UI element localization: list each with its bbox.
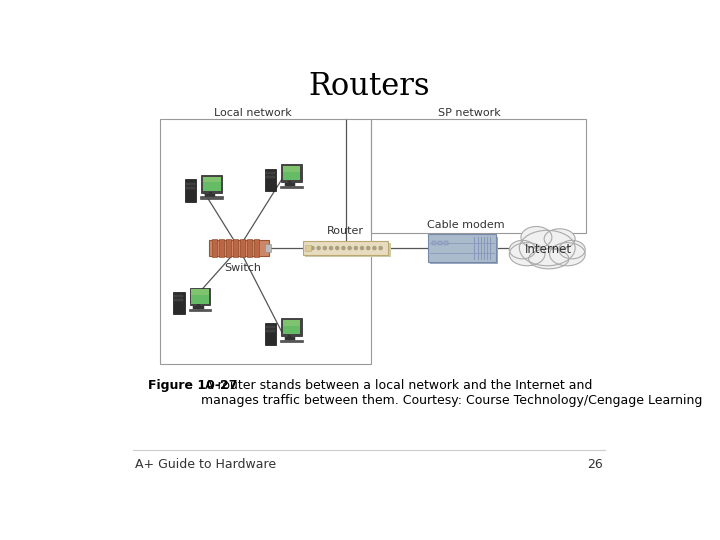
Text: 26: 26 [588,457,603,470]
Circle shape [361,247,364,249]
FancyBboxPatch shape [266,176,275,178]
FancyBboxPatch shape [428,234,496,262]
FancyBboxPatch shape [240,239,245,257]
FancyBboxPatch shape [212,239,217,257]
Ellipse shape [544,229,575,249]
Ellipse shape [559,240,585,259]
Circle shape [317,247,320,249]
FancyBboxPatch shape [280,340,303,342]
FancyBboxPatch shape [200,197,223,199]
FancyBboxPatch shape [174,292,184,314]
Text: Local network: Local network [214,109,292,118]
FancyBboxPatch shape [219,239,224,257]
FancyBboxPatch shape [282,319,302,336]
FancyBboxPatch shape [202,175,222,193]
FancyBboxPatch shape [225,239,231,257]
FancyBboxPatch shape [233,239,238,257]
Text: A+ Guide to Hardware: A+ Guide to Hardware [135,457,276,470]
Circle shape [373,247,376,249]
Text: SP network: SP network [438,109,501,118]
FancyBboxPatch shape [174,299,184,301]
FancyBboxPatch shape [174,295,184,298]
FancyBboxPatch shape [265,244,271,252]
FancyBboxPatch shape [432,241,436,245]
FancyBboxPatch shape [209,240,269,256]
Text: A router stands between a local network and the Internet and
manages traffic bet: A router stands between a local network … [201,379,702,407]
FancyBboxPatch shape [282,164,302,182]
Text: Cable modem: Cable modem [427,220,505,229]
Circle shape [366,247,370,249]
FancyBboxPatch shape [305,244,391,257]
Ellipse shape [521,226,552,248]
Circle shape [379,247,382,249]
Circle shape [311,247,314,249]
FancyBboxPatch shape [192,289,209,295]
Text: Internet: Internet [525,243,572,256]
Circle shape [354,247,357,249]
FancyBboxPatch shape [203,177,220,191]
FancyBboxPatch shape [305,245,311,251]
Text: Switch: Switch [224,264,261,273]
FancyBboxPatch shape [192,289,209,303]
FancyBboxPatch shape [185,179,196,202]
Ellipse shape [519,231,575,266]
Circle shape [342,247,345,249]
FancyBboxPatch shape [283,166,300,172]
Circle shape [348,247,351,249]
FancyBboxPatch shape [246,239,252,257]
FancyBboxPatch shape [186,187,195,189]
Circle shape [323,247,326,249]
Ellipse shape [549,242,585,266]
FancyBboxPatch shape [253,239,259,257]
FancyBboxPatch shape [265,168,276,191]
FancyBboxPatch shape [189,309,212,311]
FancyBboxPatch shape [189,288,210,305]
FancyBboxPatch shape [265,322,276,345]
FancyBboxPatch shape [303,241,388,255]
Text: Router: Router [328,226,364,236]
Ellipse shape [509,240,536,259]
FancyBboxPatch shape [203,177,220,183]
Circle shape [330,247,333,249]
FancyBboxPatch shape [283,320,300,334]
Ellipse shape [509,242,545,266]
FancyBboxPatch shape [438,241,442,245]
FancyBboxPatch shape [283,320,300,326]
FancyBboxPatch shape [186,183,195,185]
FancyBboxPatch shape [283,166,300,180]
Text: Routers: Routers [308,71,430,102]
FancyBboxPatch shape [266,172,275,174]
Ellipse shape [528,249,569,269]
FancyBboxPatch shape [280,186,303,188]
Circle shape [336,247,339,249]
FancyBboxPatch shape [266,326,275,328]
FancyBboxPatch shape [266,330,275,332]
FancyBboxPatch shape [431,237,498,264]
Text: Figure 10-27: Figure 10-27 [148,379,238,392]
FancyBboxPatch shape [444,241,448,245]
